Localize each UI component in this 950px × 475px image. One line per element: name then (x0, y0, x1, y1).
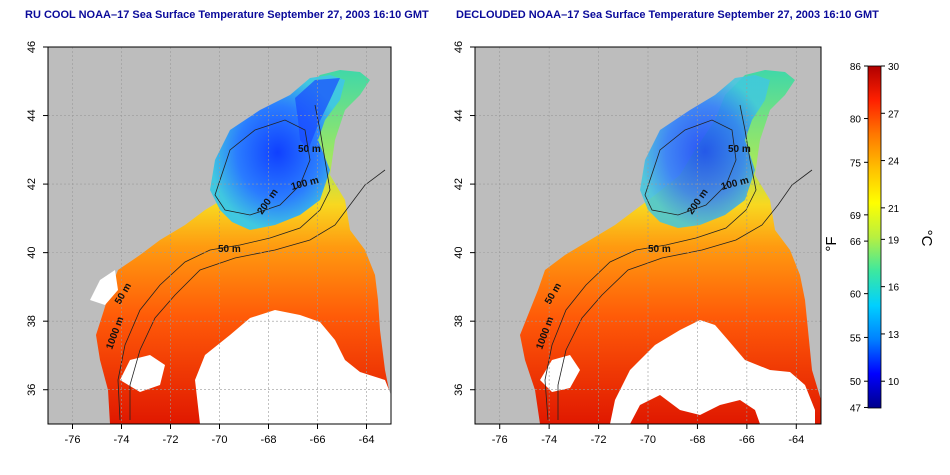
latitude-tick-label: 46 (26, 41, 38, 53)
fahrenheit-tick-label: 55 (850, 333, 862, 344)
fahrenheit-tick-label: 47 (850, 403, 862, 414)
longitude-tick-label: -72 (163, 434, 179, 446)
longitude-tick-label: -64 (788, 434, 804, 446)
celsius-unit-label: °C (918, 230, 935, 247)
latitude-tick-label: 42 (26, 178, 38, 190)
cloud-mask (195, 310, 391, 424)
longitude-tick-label: -76 (65, 434, 81, 446)
colorbar-ramp (867, 65, 882, 409)
longitude-axis: -76 -74 -72 -70 -68 -66 -64 (65, 424, 375, 446)
contour-label: 50 m (298, 144, 321, 155)
fahrenheit-tick-label: 69 (850, 211, 862, 222)
celsius-tick-label: 19 (888, 235, 900, 246)
latitude-tick-label: 38 (453, 315, 465, 327)
right-map-title: DECLOUDED NOAA–17 Sea Surface Temperatur… (456, 9, 879, 21)
cloud-mask (120, 355, 165, 392)
fahrenheit-ticks: 86 80 75 69 66 60 55 50 47 (850, 62, 868, 414)
cold-coastal-band (295, 78, 340, 150)
celsius-tick-label: 13 (888, 330, 900, 341)
longitude-tick-label: -68 (689, 434, 705, 446)
left-map-title: RU COOL NOAA–17 Sea Surface Temperature … (25, 9, 429, 21)
temperature-colorbar: 86 80 75 69 66 60 55 50 47 30 27 24 21 19 16 13 10 °F °… (823, 62, 935, 414)
latitude-tick-label: 46 (453, 41, 465, 53)
grid-lines (48, 46, 391, 424)
contour-label: 50 m (218, 244, 241, 255)
longitude-axis: -76 -74 -72 -70 -68 -66 -64 (492, 424, 804, 446)
longitude-tick-label: -68 (261, 434, 277, 446)
fahrenheit-tick-label: 86 (850, 62, 862, 73)
contour-label: 50 m (728, 144, 751, 155)
longitude-tick-label: -74 (541, 434, 557, 446)
isobath-contours (544, 104, 813, 421)
longitude-tick-label: -66 (739, 434, 755, 446)
latitude-tick-label: 42 (453, 178, 465, 190)
celsius-tick-label: 21 (888, 204, 900, 215)
fahrenheit-tick-label: 50 (850, 377, 862, 388)
latitude-axis: 36 38 40 42 44 46 (453, 41, 475, 396)
fahrenheit-unit-label: °F (823, 236, 840, 251)
fahrenheit-tick-label: 66 (850, 237, 862, 248)
fahrenheit-tick-label: 60 (850, 290, 862, 301)
celsius-tick-label: 30 (888, 62, 900, 73)
grid-lines (475, 46, 821, 424)
longitude-tick-label: -64 (359, 434, 375, 446)
longitude-tick-label: -70 (640, 434, 656, 446)
celsius-tick-label: 16 (888, 283, 900, 294)
longitude-tick-label: -66 (310, 434, 326, 446)
isobath-contours (117, 104, 386, 421)
contour-label: 50 m (648, 244, 671, 255)
celsius-ticks: 30 27 24 21 19 16 13 10 (881, 62, 900, 388)
longitude-tick-label: -74 (114, 434, 130, 446)
latitude-tick-label: 38 (26, 315, 38, 327)
latitude-tick-label: 44 (26, 109, 38, 121)
longitude-tick-label: -76 (492, 434, 508, 446)
latitude-tick-label: 36 (26, 384, 38, 396)
cloud-mask (610, 320, 815, 424)
fahrenheit-tick-label: 80 (850, 115, 862, 126)
cloud-mask (540, 355, 580, 392)
longitude-tick-label: -70 (212, 434, 228, 446)
latitude-axis: 36 38 40 42 44 46 (26, 41, 48, 396)
celsius-tick-label: 24 (888, 157, 900, 168)
gulf-of-maine-cold-water (640, 75, 770, 228)
latitude-tick-label: 40 (453, 247, 465, 259)
celsius-tick-label: 27 (888, 109, 900, 120)
longitude-tick-label: -72 (591, 434, 607, 446)
latitude-tick-label: 40 (26, 247, 38, 259)
celsius-tick-label: 10 (888, 377, 900, 388)
cloud-mask (90, 270, 118, 305)
fahrenheit-tick-label: 75 (850, 158, 862, 169)
latitude-tick-label: 44 (453, 109, 465, 121)
latitude-tick-label: 36 (453, 384, 465, 396)
